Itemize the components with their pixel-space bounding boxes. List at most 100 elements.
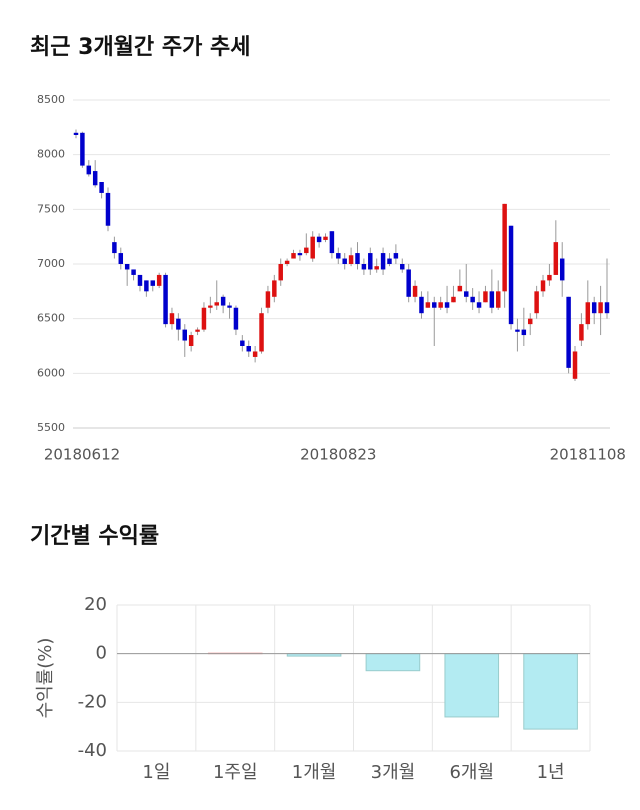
candle-body xyxy=(496,291,501,308)
candle-body xyxy=(144,280,149,292)
x-tick-label: 20180823 xyxy=(300,446,376,464)
candle-body xyxy=(182,329,187,341)
y-tick-label: 0 xyxy=(96,643,107,664)
x-tick-label: 1주일 xyxy=(213,762,258,783)
candle-body xyxy=(393,253,399,259)
candle-body xyxy=(150,280,156,286)
candle-body xyxy=(476,302,482,308)
bar xyxy=(365,653,421,672)
x-tick-label: 20180612 xyxy=(44,446,120,464)
candle-body xyxy=(406,269,411,297)
candle-body xyxy=(457,285,463,292)
candle-body xyxy=(559,258,565,281)
candle-body xyxy=(361,264,367,270)
candle-body xyxy=(99,182,104,193)
candle-body xyxy=(201,307,207,330)
candle-body xyxy=(540,280,546,292)
candle-body xyxy=(521,329,527,336)
candle-body xyxy=(355,253,360,264)
x-tick-label: 1일 xyxy=(142,762,170,783)
bar xyxy=(523,653,578,730)
y-tick-label: 5500 xyxy=(37,421,65,434)
candle-body xyxy=(534,291,539,314)
candle-body xyxy=(425,302,431,308)
candle-body xyxy=(387,258,392,264)
candle-body xyxy=(131,269,136,275)
y-tick-label: 20 xyxy=(84,594,107,615)
candle-body xyxy=(304,247,309,254)
candle-body xyxy=(368,253,373,270)
candle-body xyxy=(323,236,328,240)
candle-body xyxy=(464,291,469,297)
y-tick-label: 7500 xyxy=(37,202,65,215)
candle-body xyxy=(272,280,277,297)
candle-body xyxy=(227,305,232,308)
candle-body xyxy=(73,132,79,135)
candle-body xyxy=(80,132,85,166)
candle-body xyxy=(118,253,124,264)
chart-title: 기간별 수익률 xyxy=(30,524,159,549)
candle-body xyxy=(508,225,514,325)
candle-body xyxy=(156,274,162,286)
y-tick-label: 7000 xyxy=(37,257,65,270)
candle-body xyxy=(412,285,418,297)
candle-body xyxy=(220,296,226,306)
x-tick-label: 1년 xyxy=(537,762,565,783)
candle-body xyxy=(419,296,424,314)
bar xyxy=(444,653,500,718)
candle-body xyxy=(329,231,335,254)
candle-body xyxy=(348,255,354,264)
candle-body xyxy=(297,253,303,256)
candle-body xyxy=(176,318,181,330)
candle-body xyxy=(438,302,443,308)
candle-body xyxy=(208,305,213,308)
candle-body xyxy=(240,340,245,346)
candle-body xyxy=(342,258,347,264)
x-tick-label: 20181108 xyxy=(550,446,626,464)
candle-body xyxy=(400,264,405,270)
candle-body xyxy=(502,203,507,292)
y-tick-label: 8500 xyxy=(37,93,65,106)
x-tick-label: 1개월 xyxy=(292,762,337,783)
candle-body xyxy=(233,307,239,330)
candle-body xyxy=(604,302,610,314)
candle-body xyxy=(585,302,591,325)
candle-body xyxy=(566,296,571,368)
candle-body xyxy=(163,274,168,325)
candle-body xyxy=(547,274,552,281)
candle-body xyxy=(374,266,379,270)
candle-body xyxy=(137,274,143,286)
y-tick-label: 6000 xyxy=(37,366,65,379)
candle-body xyxy=(291,253,296,259)
candle-body xyxy=(316,236,322,243)
candle-body xyxy=(591,302,597,314)
y-tick-label: -40 xyxy=(78,740,107,761)
candle-body xyxy=(265,291,271,308)
y-tick-label: 6500 xyxy=(37,312,65,325)
candle-body xyxy=(284,260,290,264)
x-tick-label: 3개월 xyxy=(371,762,416,783)
candle-body xyxy=(572,351,578,379)
candle-body xyxy=(169,313,175,325)
y-tick-label: -20 xyxy=(78,691,107,712)
candle-body xyxy=(86,165,92,175)
candle-body xyxy=(451,296,456,303)
candle-body xyxy=(483,291,488,303)
candle-body xyxy=(278,264,283,281)
candle-body xyxy=(246,346,251,352)
candle-body xyxy=(470,296,475,303)
candle-body xyxy=(515,329,520,332)
candle-body xyxy=(489,291,495,308)
candle-body xyxy=(598,302,603,314)
candle-body xyxy=(124,264,130,270)
candle-body xyxy=(527,318,533,325)
candle-body xyxy=(432,302,437,308)
y-tick-label: 8000 xyxy=(37,148,65,161)
candle-body xyxy=(444,302,450,308)
x-tick-label: 6개월 xyxy=(449,762,494,783)
candle-body xyxy=(112,242,117,254)
candle-body xyxy=(336,253,341,259)
candle-body xyxy=(553,242,559,275)
candle-body xyxy=(579,324,584,341)
